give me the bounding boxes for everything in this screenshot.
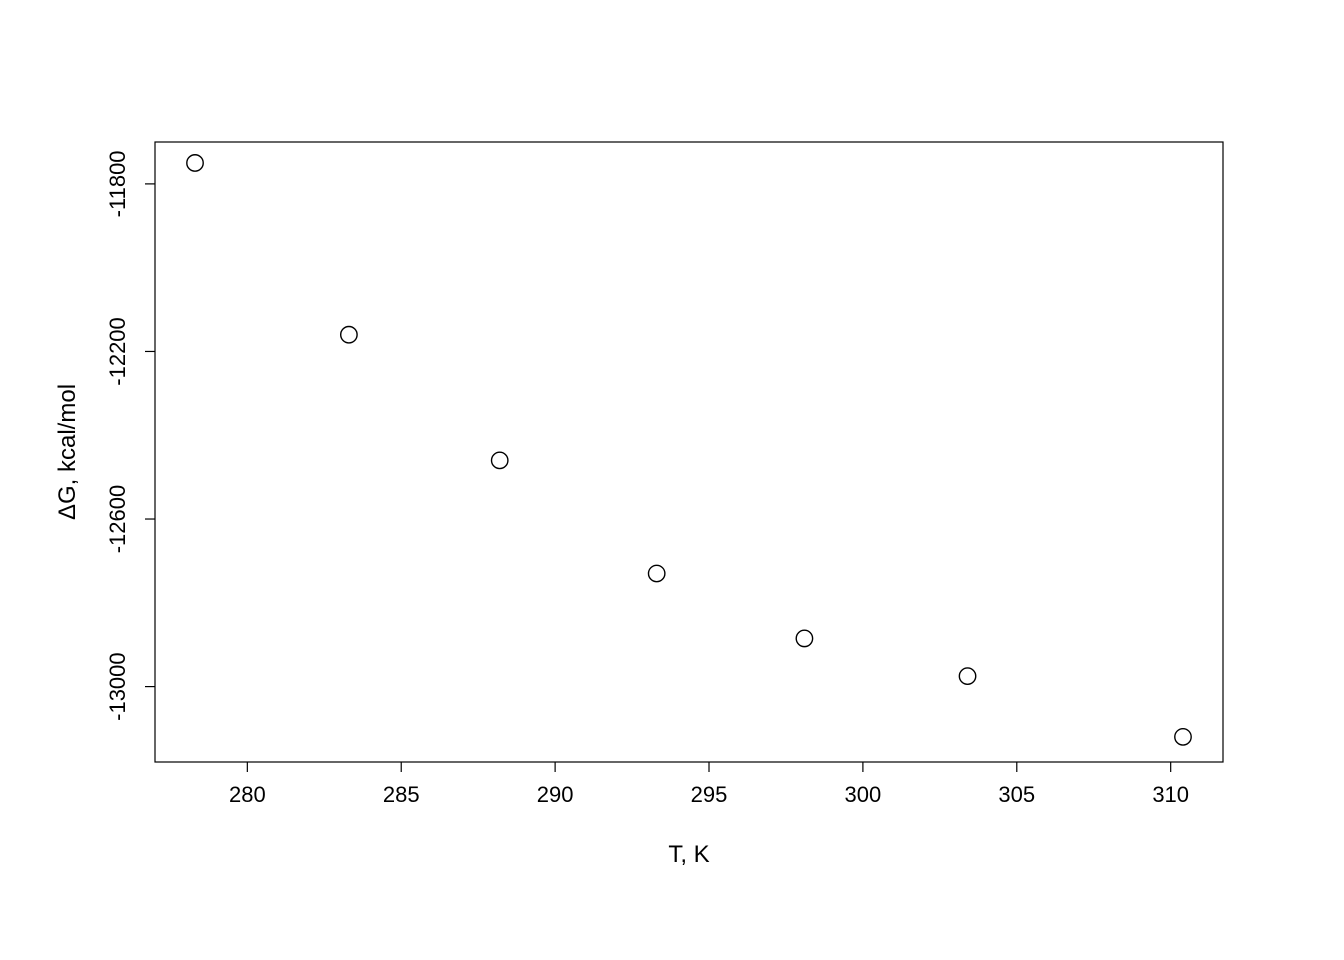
x-tick-label: 295 bbox=[691, 782, 728, 807]
y-tick-label: -12600 bbox=[105, 485, 130, 554]
x-axis-label: T, K bbox=[668, 841, 709, 868]
plot-border bbox=[155, 142, 1223, 762]
scatter-chart: 280 285 290 295 300 305 310 T, K -13000 -12600 -12… bbox=[0, 0, 1344, 960]
x-tick-label: 305 bbox=[998, 782, 1035, 807]
x-tick-label: 290 bbox=[537, 782, 574, 807]
chart-container: 280 285 290 295 300 305 310 T, K -13000 -12600 -12… bbox=[0, 0, 1344, 960]
x-axis: 280 285 290 295 300 305 310 bbox=[229, 762, 1189, 807]
data-point bbox=[648, 565, 664, 581]
y-tick-label: -13000 bbox=[105, 652, 130, 721]
x-tick-label: 300 bbox=[845, 782, 882, 807]
x-tick-label: 280 bbox=[229, 782, 266, 807]
y-tick-label: -12200 bbox=[105, 317, 130, 386]
data-point bbox=[341, 327, 357, 343]
y-tick-label: -11800 bbox=[105, 150, 130, 217]
data-point bbox=[796, 630, 812, 646]
data-point bbox=[492, 452, 508, 468]
data-point bbox=[187, 155, 203, 171]
y-axis: -13000 -12600 -12200 -11800 bbox=[105, 150, 155, 720]
data-point bbox=[1175, 729, 1191, 745]
x-tick-label: 285 bbox=[383, 782, 420, 807]
data-point bbox=[959, 668, 975, 684]
x-tick-label: 310 bbox=[1152, 782, 1189, 807]
y-axis-label: ΔG, kcal/mol bbox=[54, 384, 81, 520]
data-series bbox=[187, 155, 1191, 745]
